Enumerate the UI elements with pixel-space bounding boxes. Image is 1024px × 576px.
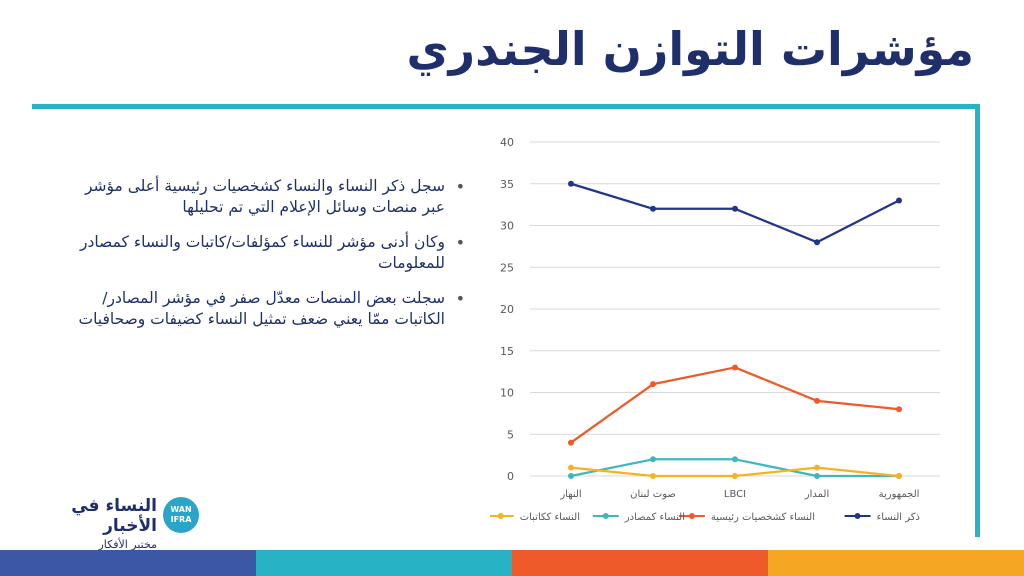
data-point [650,456,656,463]
data-point [814,397,820,404]
legend-label: النساء كشخصيات رئيسية [711,512,815,523]
bullet-item: وكان أدنى مؤشر للنساء كمؤلفات/كاتبات وال… [60,232,465,274]
data-point [896,406,902,413]
logo-subtitle: مختبر الأفكار [98,538,157,551]
y-tick-label: 10 [500,387,514,400]
x-tick-label: المدار [804,489,829,500]
logo-title: النساء في الأخبار [71,496,157,536]
legend-swatch-marker [497,513,504,519]
data-point [568,439,574,446]
footer-color-band [0,550,1024,576]
slide-title: مؤشرات التوازن الجندري [406,22,974,76]
legend-label: ذكر النساء [877,512,920,523]
wan-ifra-logo-icon: WAN IFRA [163,497,199,533]
data-point [732,205,738,212]
legend-swatch-marker [602,513,609,519]
y-tick-label: 35 [500,178,514,191]
data-point [650,205,656,212]
footer-segment-orange [512,550,768,576]
data-point [568,473,574,479]
data-point [650,381,656,388]
legend-label: النساء كمصادر [624,512,685,523]
bullet-item: سجلت بعض المنصات معدّل صفر في مؤشر المصا… [60,288,465,330]
data-point [732,473,738,479]
y-tick-label: 5 [507,428,514,441]
y-tick-label: 40 [500,136,514,149]
footer-segment-blue [0,550,256,576]
legend-swatch-marker [854,513,861,519]
y-tick-label: 30 [500,220,514,233]
data-point [732,456,738,463]
series-line [570,366,900,444]
data-point [568,180,574,187]
data-point [568,464,574,471]
bullet-item: سجل ذكر النساء والنساء كشخصيات رئيسية أع… [60,176,465,218]
legend-swatch-marker [688,513,695,519]
y-tick-label: 25 [500,261,514,274]
y-tick-label: 15 [500,345,514,358]
line-chart: 0 5 10 15 20 25 30 35 40 النهار صوت لبنان LBCI المدا… [490,136,940,523]
accent-bar-horizontal [32,104,980,109]
logo: النساء في الأخبار مختبر الأفكار [32,496,157,551]
series-line [570,182,900,244]
x-tick-label: الجمهورية [879,489,920,500]
data-point [650,473,656,479]
data-point [896,473,902,479]
x-tick-label: صوت لبنان [630,489,676,500]
data-point [814,473,820,479]
logo-badge-line2: IFRA [170,515,192,524]
y-tick-label: 20 [500,303,514,316]
logo-badge-line1: WAN [170,505,192,514]
footer-segment-teal [256,550,512,576]
data-point [896,197,902,204]
data-point [732,364,738,371]
data-point [814,239,820,246]
footer-segment-yellow [768,550,1024,576]
x-tick-label: LBCI [724,489,746,500]
bullet-list: سجل ذكر النساء والنساء كشخصيات رئيسية أع… [60,176,467,344]
x-tick-label: النهار [559,489,581,500]
legend-label: النساء ككاتبات [520,512,580,523]
y-tick-label: 0 [507,470,514,483]
accent-bar-vertical [975,104,980,537]
data-point [814,464,820,471]
